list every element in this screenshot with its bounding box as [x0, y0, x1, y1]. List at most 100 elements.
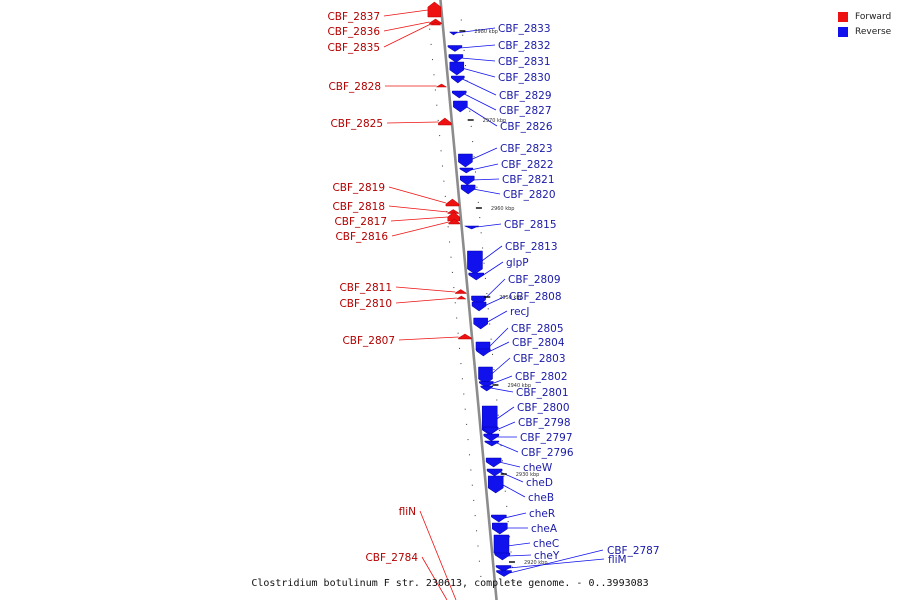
- connector-cbf-2819: [388, 186, 447, 204]
- gene-label-cbf-2832: CBF_2832: [498, 40, 551, 52]
- gene-label-cbf-2808: CBF_2808: [509, 291, 562, 303]
- connector-cbf-2787: [509, 549, 604, 574]
- gene-label-cbf-2833: CBF_2833: [498, 23, 551, 35]
- connector-cbf-2817: [390, 216, 448, 222]
- gene-label-cbf-2810: CBF_2810: [339, 298, 392, 310]
- gene-label-cbf-2796: CBF_2796: [521, 447, 574, 459]
- forward-gene-cbf-2810: [455, 295, 467, 300]
- gene-label-cheb: cheB: [528, 492, 554, 504]
- reverse-gene-flim: [495, 565, 512, 572]
- gene-label-cbf-2805: CBF_2805: [511, 323, 564, 335]
- gene-label-cher: cheR: [529, 508, 555, 520]
- kbp-tick-label: 2920 kbp: [524, 560, 548, 566]
- connector-cbf-2803: [490, 357, 511, 376]
- connector-cbf-2808: [483, 295, 507, 307]
- gene-label-cbf-2825: CBF_2825: [330, 118, 383, 130]
- connector-cbf-2830: [461, 67, 496, 78]
- forward-gene-cbf-2807: [458, 333, 472, 340]
- connector-cbf-2784: [421, 556, 448, 600]
- gene-label-flin: fliN: [399, 506, 416, 518]
- reverse-swatch: [838, 26, 848, 37]
- gene-label-chea: cheA: [531, 523, 558, 535]
- legend-item-forward: Forward: [838, 9, 891, 24]
- gene-label-cbf-2807: CBF_2807: [342, 335, 395, 347]
- reverse-gene-cbf-2815: [464, 225, 479, 230]
- connector-cbf-2810: [395, 297, 457, 304]
- gene-label-cbf-2811: CBF_2811: [339, 282, 392, 294]
- reverse-gene-cbf-2832: [447, 45, 463, 52]
- reverse-gene-cbf-2820: [460, 184, 476, 195]
- gene-label-cbf-2826: CBF_2826: [500, 121, 553, 133]
- legend-item-reverse: Reverse: [838, 24, 891, 39]
- kbp-tick-label: 2970 kbp: [483, 118, 507, 124]
- reverse-gene-cbf-2821: [460, 175, 475, 186]
- connector-cbf-2815: [476, 223, 502, 228]
- reverse-gene-ched: [486, 468, 503, 477]
- gene-label-cbf-2787: CBF_2787: [607, 545, 660, 557]
- gene-label-chey: cheY: [534, 550, 560, 562]
- reverse-gene-cbf-2796: [484, 440, 500, 447]
- reverse-gene-cbf-2802: [479, 381, 494, 388]
- gene-label-flim: fliM: [608, 554, 627, 566]
- gene-label-cbf-2801: CBF_2801: [516, 387, 569, 399]
- connector-cbf-2821: [472, 178, 500, 181]
- reverse-gene-glpp: [468, 272, 485, 281]
- connector-cbf-2800: [494, 406, 515, 421]
- gene-label-cbf-2827: CBF_2827: [499, 105, 552, 117]
- gene-label-cbf-2821: CBF_2821: [502, 174, 555, 186]
- gene-label-cbf-2819: CBF_2819: [332, 182, 385, 194]
- forward-swatch: [838, 11, 848, 22]
- gene-label-cbf-2835: CBF_2835: [327, 42, 380, 54]
- connector-chec: [506, 542, 531, 547]
- connector-cbf-2818: [388, 205, 448, 213]
- connector-cbf-2832: [459, 44, 496, 49]
- connector-chew: [499, 461, 521, 468]
- reverse-gene-cbf-2827: [452, 90, 467, 99]
- connector-cbf-2822: [470, 163, 499, 171]
- reverse-gene-cbf-2797: [483, 433, 500, 442]
- genome-backbone: [439, 0, 498, 600]
- connector-cbf-2811: [395, 286, 456, 293]
- connector-chey: [507, 554, 532, 557]
- connector-cbf-2813: [480, 245, 503, 263]
- connector-cbf-2807: [398, 336, 459, 341]
- forward-gene-cbf-2825: [438, 117, 452, 126]
- connector-cbf-2826: [465, 105, 498, 127]
- gene-label-cbf-2802: CBF_2802: [515, 371, 568, 383]
- gene-label-cbf-2836: CBF_2836: [327, 26, 380, 38]
- connector-cbf-2825: [386, 121, 439, 124]
- connector-cbf-2820: [473, 188, 501, 195]
- gene-label-cbf-2784: CBF_2784: [365, 552, 418, 564]
- gene-label-cbf-2800: CBF_2800: [517, 402, 570, 414]
- kbp-tick-label: 2940 kbp: [507, 383, 531, 389]
- connector-cbf-2816: [391, 221, 449, 237]
- reverse-gene-chea: [492, 522, 508, 535]
- forward-gene-cbf-2819: [445, 198, 460, 207]
- forward-gene-cbf-2817: [447, 211, 460, 222]
- connector-glpp: [481, 261, 504, 277]
- forward-gene-cbf-2837: [427, 1, 442, 18]
- connector-cbf-2801: [490, 387, 514, 393]
- reverse-gene-cbf-2787: [496, 570, 512, 577]
- gene-label-cbf-2797: CBF_2797: [520, 432, 573, 444]
- connector-cbf-2804: [488, 341, 510, 353]
- reverse-gene-cbf-2808: [471, 301, 487, 312]
- kbp-tick-label: 2980 kbp: [474, 29, 498, 35]
- kbp-tick-label: 2930 kbp: [516, 472, 540, 478]
- genome-caption: Clostridium botulinum F str. 230613, com…: [251, 578, 649, 589]
- forward-gene-cbf-2835: [429, 21, 442, 26]
- connector-cbf-2796: [496, 442, 519, 453]
- reverse-gene-cbf-2826: [453, 100, 468, 113]
- connector-cbf-2802: [491, 375, 513, 385]
- gene-label-cbf-2817: CBF_2817: [334, 216, 387, 228]
- gene-label-cbf-2830: CBF_2830: [498, 72, 551, 84]
- reverse-gene-cbf-2822: [459, 167, 474, 174]
- reverse-gene-cbf-2813: [467, 250, 483, 275]
- kbp-tick-label: 2950 kbp: [499, 295, 523, 301]
- gene-label-cbf-2813: CBF_2813: [505, 241, 558, 253]
- gene-label-cbf-2798: CBF_2798: [518, 417, 571, 429]
- reverse-gene-cheb: [487, 475, 504, 494]
- connector-cbf-2833: [455, 27, 496, 34]
- gene-label-cbf-2837: CBF_2837: [327, 11, 380, 23]
- connector-cbf-2805: [487, 327, 509, 349]
